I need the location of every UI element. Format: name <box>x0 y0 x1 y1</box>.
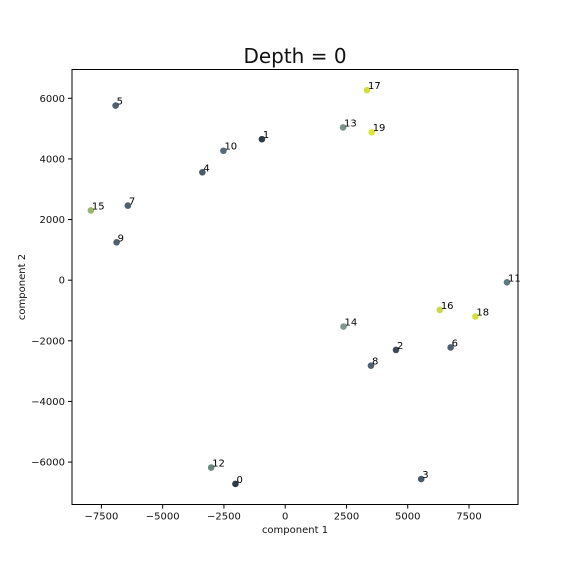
x-tick-label: −7500 <box>84 512 118 523</box>
data-point <box>124 202 132 209</box>
data-point <box>112 102 119 109</box>
data-point <box>207 464 215 471</box>
y-tick-label: −6000 <box>31 458 65 469</box>
x-axis-label: component 1 <box>262 525 328 536</box>
data-point-label: 15 <box>92 201 105 212</box>
y-tick-label: 6000 <box>40 94 65 105</box>
data-point-label: 9 <box>118 233 124 244</box>
y-tick-label: 4000 <box>40 154 65 165</box>
data-point-label: 0 <box>236 475 242 486</box>
data-point-label: 13 <box>344 118 357 129</box>
data-point-label: 19 <box>373 123 386 134</box>
data-point-label: 8 <box>372 357 378 368</box>
y-tick-label: 2000 <box>40 215 65 226</box>
x-tick-label: −5000 <box>146 512 180 523</box>
data-point <box>503 279 511 286</box>
x-tick-label: −2500 <box>207 512 241 523</box>
data-point <box>113 238 120 246</box>
data-point <box>258 135 266 143</box>
data-point <box>417 475 425 483</box>
data-point <box>436 306 444 314</box>
data-point <box>392 346 400 354</box>
y-axis-label: component 2 <box>17 254 28 320</box>
data-point <box>232 480 239 488</box>
x-tick-label: 0 <box>282 512 288 523</box>
data-point-label: 12 <box>212 459 225 470</box>
y-tick-label: 0 <box>59 276 65 287</box>
data-point <box>87 207 95 214</box>
data-point-label: 1 <box>263 130 269 141</box>
data-point <box>339 124 347 131</box>
data-point-label: 16 <box>441 301 454 312</box>
data-point <box>447 344 454 351</box>
data-point-label: 10 <box>224 142 237 153</box>
x-tick-label: 7500 <box>456 512 481 523</box>
data-point <box>340 323 347 330</box>
data-point <box>363 86 371 94</box>
data-point-label: 6 <box>452 338 458 349</box>
data-point-label: 7 <box>129 197 135 208</box>
data-point-label: 5 <box>117 97 123 108</box>
data-point-label: 17 <box>368 81 381 92</box>
y-tick-label: −2000 <box>31 336 65 347</box>
data-point <box>199 168 206 176</box>
chart-title: Depth = 0 <box>243 44 346 68</box>
data-point <box>368 128 376 136</box>
data-point-label: 2 <box>397 341 403 352</box>
data-point-label: 3 <box>422 470 428 481</box>
data-point <box>220 147 227 155</box>
x-tick-label: 5000 <box>395 512 420 523</box>
y-axis: −6000 −4000 −2000 0 2000 4000 6000 <box>31 94 72 469</box>
plot-area-frame <box>71 69 519 505</box>
x-tick-label: 2500 <box>334 512 359 523</box>
data-point <box>367 362 375 369</box>
y-tick-label: −4000 <box>31 397 65 408</box>
data-point-label: 14 <box>345 318 358 329</box>
data-point-label: 18 <box>476 308 489 319</box>
data-point <box>472 313 479 320</box>
data-point-label: 11 <box>508 273 521 284</box>
x-axis: −7500 −5000 −2500 0 2500 5000 7500 <box>84 504 482 523</box>
data-point-label: 4 <box>203 163 209 174</box>
